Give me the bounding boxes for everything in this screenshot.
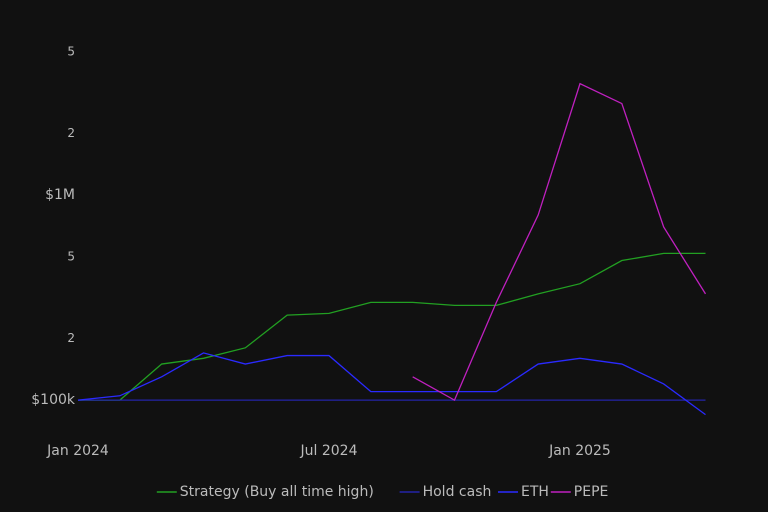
x-tick-label: Jul 2024 [300, 443, 358, 459]
y-tick-label: 2 [67, 331, 75, 345]
x-tick-label: Jan 2025 [548, 443, 611, 459]
legend-label: Strategy (Buy all time high) [180, 484, 374, 500]
y-tick-label: $1M [45, 187, 75, 203]
y-tick-label: $100k [31, 392, 76, 408]
legend-label: ETH [521, 484, 549, 500]
y-tick-label: 2 [67, 126, 75, 140]
legend-label: Hold cash [423, 484, 492, 500]
legend-label: PEPE [574, 484, 609, 500]
series-line [412, 82, 707, 402]
series-line [77, 352, 706, 416]
x-tick-label: Jan 2024 [46, 443, 109, 459]
y-tick-label: 5 [67, 44, 75, 58]
series-line [78, 252, 706, 401]
y-tick-label: 5 [67, 249, 75, 263]
